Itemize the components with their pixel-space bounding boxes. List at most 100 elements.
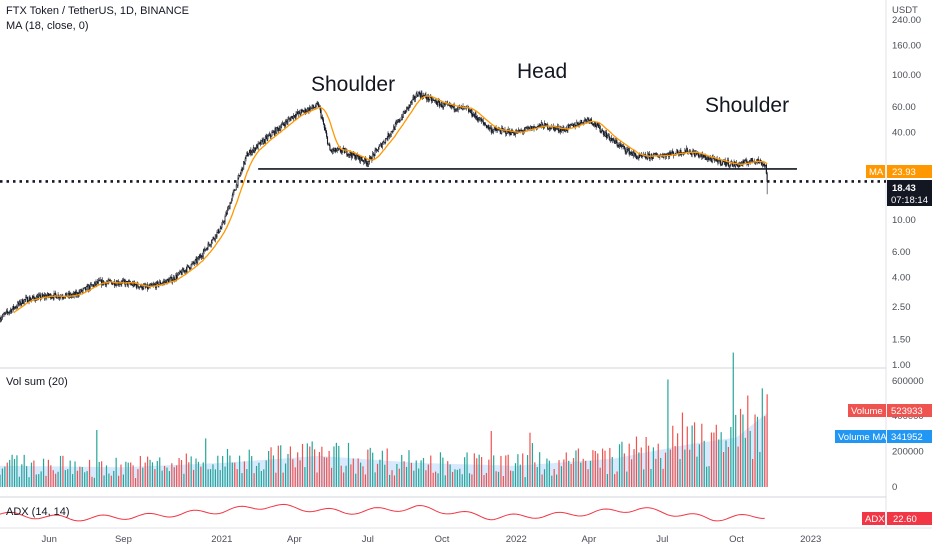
volume-bar <box>176 465 178 487</box>
candle-body <box>348 154 350 156</box>
volume-bar <box>478 454 480 487</box>
volume-bar <box>338 445 340 487</box>
volume-bar <box>335 442 337 487</box>
candle-body <box>410 101 412 103</box>
volume-bar <box>333 446 335 487</box>
candle-body <box>20 303 22 305</box>
candle-body <box>480 118 482 122</box>
candle-body <box>254 147 256 152</box>
candle-body <box>236 184 238 186</box>
candle-body <box>442 106 444 108</box>
volume-bar <box>587 469 589 487</box>
candle-body <box>81 290 83 292</box>
volume-bar <box>359 462 362 487</box>
candle-body <box>10 309 12 313</box>
candle-body <box>366 162 368 165</box>
candle-body <box>333 149 335 152</box>
candle-body <box>487 125 489 128</box>
volume-bar <box>47 459 50 487</box>
volume-badge-value: 523933 <box>891 406 923 417</box>
candle-body <box>79 291 81 293</box>
candle-body <box>205 249 207 251</box>
volume-bar <box>645 436 647 487</box>
candle-body <box>632 152 634 156</box>
volume-bar <box>495 471 497 487</box>
candle-body <box>521 130 523 132</box>
candle-body <box>245 155 247 159</box>
volume-bar <box>747 395 749 487</box>
volume-bar <box>618 444 621 487</box>
candle-body <box>764 164 767 167</box>
candle-body <box>49 294 51 296</box>
volume-bar <box>739 408 742 487</box>
candle-body <box>525 127 527 129</box>
candle-body <box>306 108 308 112</box>
volume-bar <box>696 456 698 487</box>
candle-body <box>234 189 236 191</box>
volume-bar <box>154 469 156 487</box>
volume-bar <box>657 443 659 487</box>
candle-body <box>38 294 41 296</box>
candle-body <box>409 104 411 106</box>
candle-body <box>671 151 673 154</box>
volume-bar <box>79 466 81 487</box>
volume-bar <box>255 465 258 487</box>
candle-body <box>282 122 284 125</box>
volume-bar <box>42 458 45 487</box>
candle-body <box>284 124 286 127</box>
candle-body <box>571 124 573 126</box>
volume-bar <box>761 388 763 487</box>
candle-body <box>514 132 517 135</box>
candle-body <box>438 100 440 102</box>
candle-body <box>139 286 141 288</box>
candle-body <box>613 138 615 142</box>
volume-bar <box>309 446 311 487</box>
candle-body <box>159 281 161 285</box>
volume-bar <box>205 438 207 487</box>
candle-body <box>193 263 195 265</box>
ma-badge-label: MA <box>869 167 884 178</box>
volume-bar <box>674 446 676 487</box>
candle-body <box>338 148 340 150</box>
volume-bar <box>568 460 570 487</box>
candle-body <box>629 152 631 155</box>
volume-bar <box>592 450 594 487</box>
volume-badge <box>887 404 932 417</box>
candle-body <box>196 258 198 263</box>
candle-body <box>321 117 323 119</box>
candle-body <box>489 127 491 130</box>
price-candles <box>0 90 768 323</box>
volume-bar <box>497 471 500 487</box>
candle-body <box>4 313 6 315</box>
volume-bar <box>396 463 398 487</box>
candle-body <box>272 132 274 134</box>
volume-bar <box>212 464 214 487</box>
volume-bar <box>756 416 759 487</box>
candle-body <box>378 146 380 150</box>
candle-body <box>347 154 349 156</box>
candle-body <box>714 158 716 161</box>
candle-body <box>397 119 400 123</box>
volume-bar <box>246 469 248 487</box>
candle-body <box>616 142 618 146</box>
candle-body <box>22 299 24 304</box>
volume-bar <box>560 466 563 487</box>
volume-bar <box>722 452 725 487</box>
candle-body <box>474 113 476 117</box>
candle-body <box>556 127 558 129</box>
candle-body <box>239 175 241 177</box>
volume-bar <box>280 445 282 487</box>
candle-body <box>444 103 446 105</box>
candle-body <box>251 152 253 155</box>
volume-bar <box>30 462 33 487</box>
candle-body <box>763 163 765 166</box>
candle-body <box>83 287 85 289</box>
volume-tick-label: 200000 <box>892 447 924 458</box>
candle-body <box>609 137 611 141</box>
volume-bar <box>570 463 572 487</box>
candle-body <box>22 302 24 304</box>
volume-bar <box>33 460 35 487</box>
volume-bar <box>110 475 112 487</box>
volume-bar <box>713 432 715 487</box>
